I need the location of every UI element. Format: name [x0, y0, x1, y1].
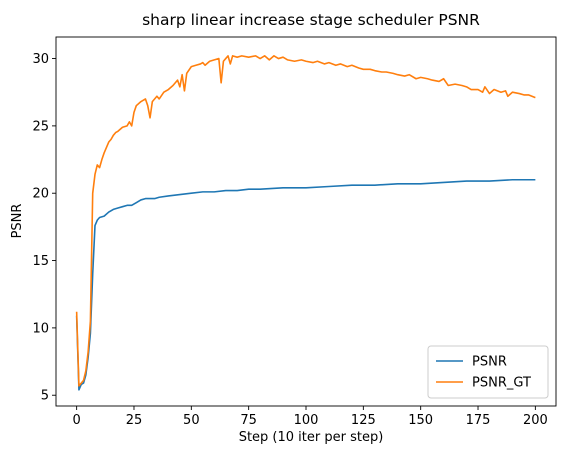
- x-tick-label: 50: [183, 413, 200, 428]
- y-tick-label: 20: [32, 187, 49, 202]
- x-tick-label: 175: [466, 413, 491, 428]
- x-tick-label: 75: [240, 413, 257, 428]
- axes-layer: 0 25 50 75 100 125 150 175 200 5 10 15 20 25 30: [32, 36, 557, 428]
- series-layer: [75, 55, 536, 391]
- legend-label: PSNR_GT: [472, 376, 531, 391]
- y-tick-label: 5: [41, 389, 49, 404]
- legend-box: [427, 345, 549, 399]
- legend: PSNR PSNR_GT: [427, 345, 549, 399]
- y-tick-label: 30: [32, 52, 49, 67]
- legend-label: PSNR: [472, 355, 507, 370]
- x-tick-label: 25: [126, 413, 143, 428]
- x-axis-label: Step (10 iter per step): [239, 430, 384, 445]
- y-tick-label: 15: [32, 254, 49, 269]
- x-tick-label: 0: [73, 413, 81, 428]
- y-tick-label: 10: [32, 321, 49, 336]
- chart-title: sharp linear increase stage scheduler PS…: [142, 11, 480, 29]
- y-axis-label: PSNR: [10, 204, 25, 239]
- series-line-psnr-gt: [75, 55, 536, 387]
- series-line-psnr: [75, 178, 536, 391]
- y-tick-label: 25: [32, 119, 49, 134]
- x-tick-label: 150: [408, 413, 433, 428]
- x-tick-label: 200: [523, 413, 548, 428]
- x-tick-label: 125: [351, 413, 376, 428]
- x-tick-label: 100: [294, 413, 319, 428]
